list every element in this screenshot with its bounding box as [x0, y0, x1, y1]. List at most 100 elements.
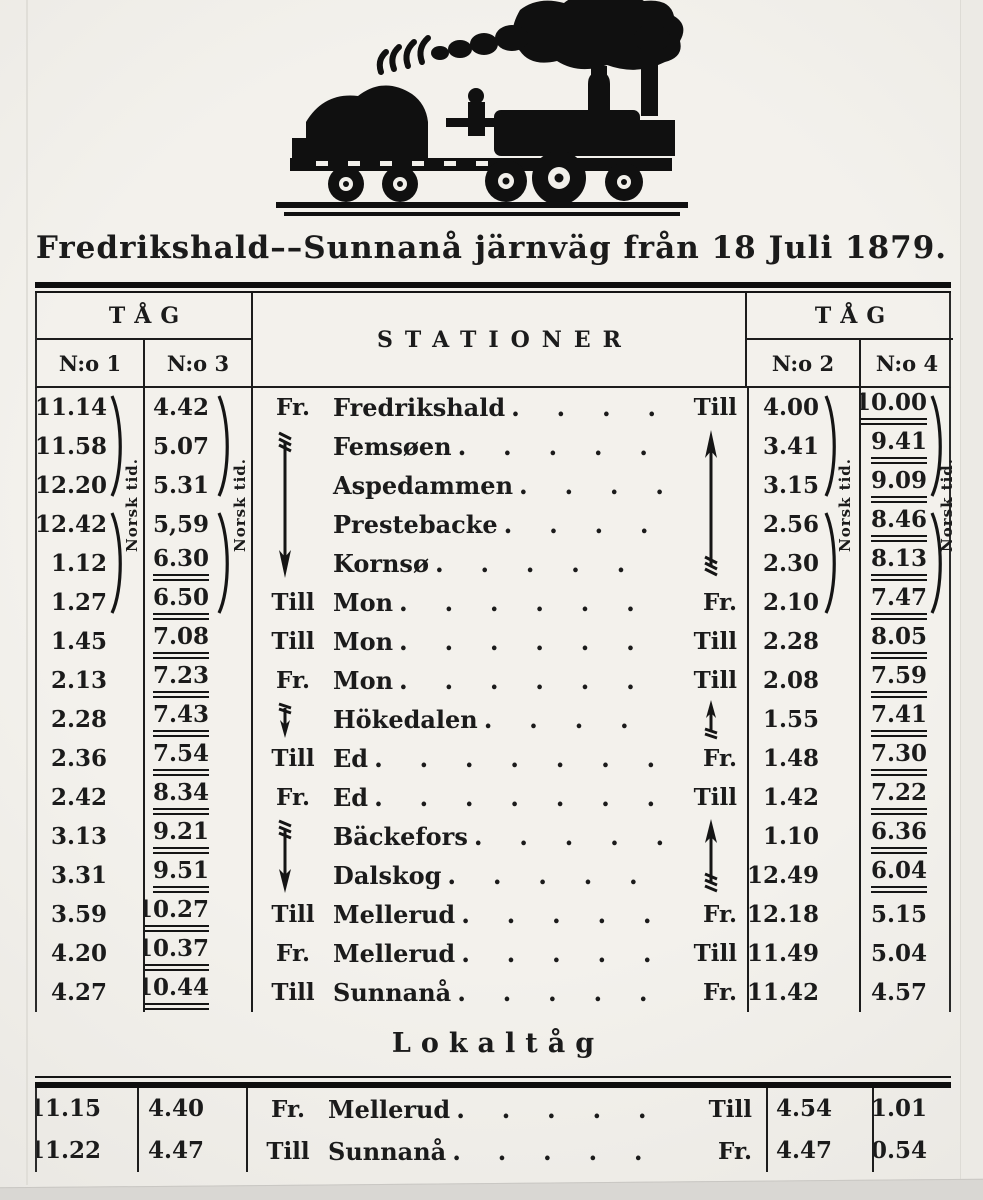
time-train-no1: 1.45 [50, 627, 107, 655]
header-group-right: TÅG N:o 2 N:o 4 [747, 293, 953, 386]
column-header-no3: N:o 3 [143, 340, 251, 386]
time-train-no4: 8.46 [870, 507, 927, 542]
header-group-left: TÅG N:o 1 N:o 3 [37, 293, 251, 386]
time-train-no4: 4.57 [870, 978, 927, 1006]
dot-leader: . . . . . . . . . . . . [461, 900, 663, 929]
time-train-no1: 11.58 [37, 432, 107, 460]
time-train-no3: 10.37 [145, 936, 209, 971]
time-train-no3: 4.40 [147, 1095, 204, 1122]
time-train-no1: 1.12 [50, 549, 107, 577]
direction-label-right: Till [693, 394, 737, 421]
time-train-no2: 4.00 [762, 393, 819, 421]
station-name: Ed [333, 783, 369, 812]
time-train-no2: 12.18 [747, 900, 819, 928]
tag-left-header: TÅG [37, 293, 251, 340]
top-double-rule [35, 282, 951, 293]
station-name: Mon [333, 627, 394, 656]
dot-leader: . . . . . . . . . . . . [457, 978, 663, 1007]
time-train-no4: 7.22 [870, 780, 927, 815]
dot-leader: . . . . . . . . . . . . [473, 822, 663, 851]
table-row: 1.27 6.50 Till Mon . . . . . . . . . . .… [37, 583, 949, 622]
time-train-no4: 6.36 [870, 819, 927, 854]
table-row: 11.58 5.07 Femsøen . . . . . . . . . . .… [37, 427, 949, 466]
norsk-tid-label: Norsk tid. [836, 457, 854, 553]
dot-leader: . . . . . . . . . . . . [456, 1094, 666, 1124]
station-name: Mon [333, 666, 394, 695]
table-row: 1.45 7.08 Till Mon . . . . . . . . . . .… [37, 622, 949, 661]
column-header-no4: N:o 4 [859, 340, 953, 386]
time-train-no2: 2.56 [762, 510, 819, 538]
direction-label-left: Fr. [271, 1095, 305, 1123]
table-row: 1.12 6.30 Kornsø . . . . . . . . . . . .… [37, 544, 949, 583]
time-train-no2: 1.10 [762, 822, 819, 850]
time-train-no3: 5.31 [152, 471, 209, 499]
time-train-no1: 4.20 [50, 939, 107, 967]
time-train-no1: 3.31 [50, 861, 107, 889]
station-name: Sunnanå [333, 978, 452, 1007]
time-train-no4: 10.00 [861, 390, 927, 425]
station-name: Mellerud [328, 1094, 451, 1124]
time-train-no1: 2.42 [50, 783, 107, 811]
time-train-no4: 10.54 [872, 1137, 927, 1164]
station-name: Aspedammen [333, 471, 514, 500]
time-group-bracket-icon [217, 512, 229, 614]
paper-crease [960, 0, 983, 1200]
time-train-no3: 7.23 [152, 663, 209, 698]
time-train-no3: 9.51 [152, 858, 209, 893]
direction-label-right: Till [708, 1095, 752, 1123]
time-train-no1: 4.27 [50, 978, 107, 1006]
station-name: Dalskog [333, 861, 442, 890]
station-name: Prestebacke [333, 510, 498, 539]
time-train-no3: 10.27 [145, 897, 209, 932]
time-train-no4: 9.09 [870, 468, 927, 503]
time-train-no1: 3.59 [50, 900, 107, 928]
time-train-no2: 3.15 [762, 471, 819, 499]
time-train-no4: 11.01 [872, 1095, 927, 1122]
time-train-no3: 7.54 [152, 741, 209, 776]
direction-label-right: Till [693, 667, 737, 694]
table-row: 12.20 5.31 Aspedammen . . . . . . . . . … [37, 466, 949, 505]
time-group-bracket-icon [110, 512, 122, 614]
table-row: 3.31 9.51 Dalskog . . . . . . . . . . . … [37, 856, 949, 895]
station-name: Mellerud [333, 939, 456, 968]
table-row: 3.13 9.21 Bäckefors . . . . . . . . . . … [37, 817, 949, 856]
time-train-no2: 1.42 [762, 783, 819, 811]
time-train-no1: 2.28 [50, 705, 107, 733]
time-train-no4: 7.41 [870, 702, 927, 737]
station-name: Mellerud [333, 900, 456, 929]
time-train-no3: 6.50 [152, 585, 209, 620]
norsk-tid-label: Norsk tid. [123, 457, 141, 553]
time-train-no3: 9.21 [152, 819, 209, 854]
station-name: Hökedalen [333, 705, 478, 734]
time-group-bracket-icon [824, 512, 836, 614]
time-train-no2: 11.49 [747, 939, 819, 967]
dot-leader: . . . . . . . . . . . . [399, 588, 663, 617]
time-train-no4: 5.04 [870, 939, 927, 967]
time-train-no2: 2.30 [762, 549, 819, 577]
direction-label-right: Fr. [703, 745, 737, 772]
time-train-no1: 11.14 [37, 393, 107, 421]
paper-bottom-edge [0, 1178, 983, 1200]
time-train-no2: 4.47 [775, 1137, 832, 1164]
station-name: Sunnanå [328, 1136, 447, 1166]
time-train-no2: 4.54 [775, 1095, 832, 1122]
time-train-no1: 12.20 [37, 471, 107, 499]
time-train-no1: 12.42 [37, 510, 107, 538]
time-train-no4: 7.47 [870, 585, 927, 620]
dot-leader: . . . . . . . . . . . . [452, 1136, 666, 1166]
direction-label-left: Fr. [276, 784, 310, 811]
dot-leader: . . . . . . . . . . . . [434, 549, 663, 578]
direction-label-left: Till [271, 901, 315, 928]
time-train-no3: 5,59 [152, 510, 209, 538]
station-name: Kornsø [333, 549, 429, 578]
lokaltag-body: 11.15 4.40 Fr. Mellerud . . . . . . . . … [35, 1088, 951, 1172]
dot-leader: . . . . . . . . . . . . [374, 744, 663, 773]
time-train-no2: 12.49 [747, 861, 819, 889]
direction-label-left: Till [271, 745, 315, 772]
direction-label-right: Till [693, 940, 737, 967]
time-train-no3: 8.34 [152, 780, 209, 815]
dot-leader: . . . . . . . . . . . . [483, 705, 663, 734]
column-header-no2: N:o 2 [771, 350, 835, 376]
time-train-no1: 11.22 [37, 1137, 101, 1164]
